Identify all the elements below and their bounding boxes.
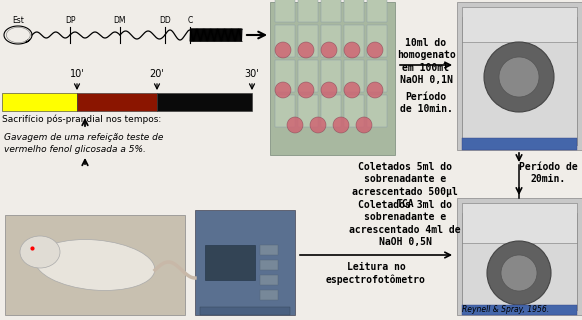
Bar	[462, 7, 577, 42]
Text: Reynell & Spray, 1956.: Reynell & Spray, 1956.	[462, 305, 549, 314]
Text: 10ml do
homogenato
em 100ml
NaOH 0,1N: 10ml do homogenato em 100ml NaOH 0,1N	[396, 38, 455, 85]
Circle shape	[310, 117, 326, 133]
Bar	[2, 93, 77, 111]
Bar	[275, 0, 295, 22]
Circle shape	[298, 82, 314, 98]
Circle shape	[287, 117, 303, 133]
Bar	[462, 138, 577, 150]
Bar	[367, 25, 387, 57]
Bar	[157, 93, 252, 111]
Bar	[195, 210, 295, 315]
Bar	[344, 95, 364, 127]
Bar	[321, 0, 341, 22]
Bar	[462, 213, 577, 310]
Text: DM: DM	[113, 16, 126, 25]
Bar	[275, 95, 295, 127]
Circle shape	[344, 42, 360, 58]
Bar	[298, 0, 318, 22]
Circle shape	[333, 117, 349, 133]
Text: Período de
20min.: Período de 20min.	[519, 162, 577, 184]
Text: 10': 10'	[70, 69, 84, 79]
Bar	[205, 245, 255, 280]
Bar	[462, 203, 577, 243]
Text: 20': 20'	[150, 69, 165, 79]
Text: Gavagem de uma refeição teste de
vermelho fenol glicosada a 5%.: Gavagem de uma refeição teste de vermelh…	[4, 133, 164, 154]
Bar	[344, 60, 364, 92]
Text: C: C	[187, 16, 193, 25]
Bar	[260, 245, 278, 255]
Bar	[275, 60, 295, 92]
Bar	[462, 305, 577, 315]
Circle shape	[344, 82, 360, 98]
Bar	[260, 260, 278, 270]
Bar	[457, 198, 582, 315]
Circle shape	[321, 82, 337, 98]
Bar	[270, 2, 395, 155]
Text: DP: DP	[65, 16, 75, 25]
Text: Coletados 5ml do
sobrenadante e
acrescentado 500μl
TCA: Coletados 5ml do sobrenadante e acrescen…	[352, 162, 458, 209]
Text: 30': 30'	[244, 69, 260, 79]
Text: Sacrifício pós-prandial nos tempos:: Sacrifício pós-prandial nos tempos:	[2, 115, 161, 124]
Circle shape	[298, 42, 314, 58]
Bar	[298, 60, 318, 92]
Text: DD: DD	[159, 16, 171, 25]
Circle shape	[499, 57, 539, 97]
Circle shape	[487, 241, 551, 305]
Text: Coletados 3ml do
sobrenadante e
acrescentado 4ml de
NaOH 0,5N: Coletados 3ml do sobrenadante e acrescen…	[349, 200, 461, 247]
Bar	[260, 290, 278, 300]
Circle shape	[367, 42, 383, 58]
Bar	[321, 95, 341, 127]
Circle shape	[484, 42, 554, 112]
Bar	[77, 93, 157, 111]
Bar	[367, 95, 387, 127]
Bar	[344, 25, 364, 57]
Bar	[260, 275, 278, 285]
Bar	[321, 25, 341, 57]
Circle shape	[367, 82, 383, 98]
Bar	[5, 215, 185, 315]
Bar	[367, 0, 387, 22]
Circle shape	[321, 42, 337, 58]
Bar	[275, 25, 295, 57]
Bar	[367, 60, 387, 92]
Bar	[200, 307, 290, 315]
Circle shape	[275, 82, 291, 98]
Circle shape	[501, 255, 537, 291]
Text: Est: Est	[12, 16, 24, 25]
Bar	[298, 95, 318, 127]
Bar	[462, 17, 577, 145]
Text: Período
de 10min.: Período de 10min.	[400, 92, 452, 114]
Text: Leitura no
espectrofotômetro: Leitura no espectrofotômetro	[326, 262, 426, 285]
Bar	[321, 60, 341, 92]
Ellipse shape	[35, 240, 155, 291]
Bar	[298, 25, 318, 57]
Ellipse shape	[20, 236, 60, 268]
Bar	[457, 2, 582, 150]
Circle shape	[356, 117, 372, 133]
Circle shape	[275, 42, 291, 58]
Bar	[344, 0, 364, 22]
